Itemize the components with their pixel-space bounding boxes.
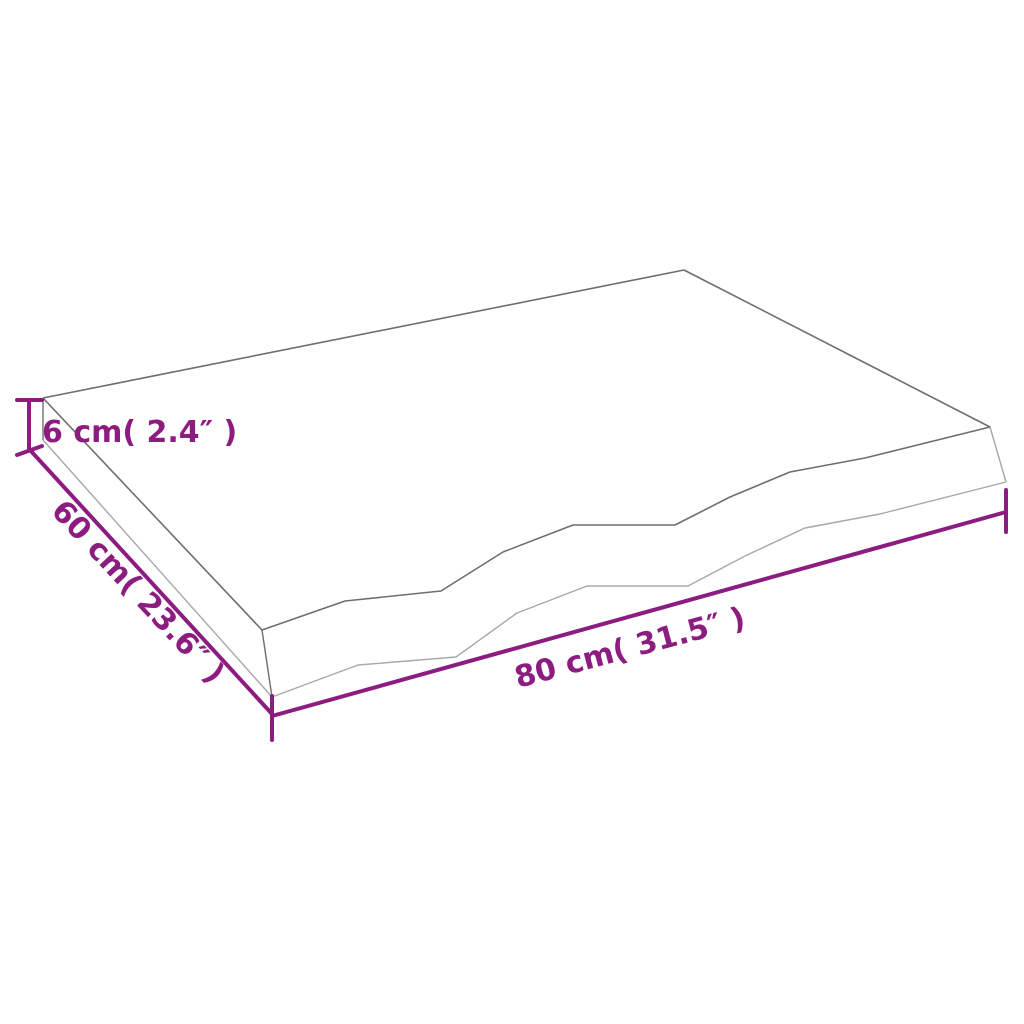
depth-label: 60 cm( 23.6″ ) — [44, 494, 231, 691]
dimension-lines — [15, 398, 1008, 742]
width-dimension-line — [270, 510, 1008, 718]
left-bottom-edge — [42, 439, 273, 698]
shelf-board-outline — [42, 269, 1007, 698]
top-face-outline — [42, 269, 991, 631]
depth-tick-top — [15, 444, 44, 457]
right-corner-edge — [989, 426, 1007, 483]
depth-dimension-line — [28, 448, 274, 716]
front-corner-edge — [261, 629, 273, 698]
bottom-edge-outline — [271, 481, 1007, 698]
height-label: 6 cm( 2.4″ ) — [42, 415, 237, 450]
